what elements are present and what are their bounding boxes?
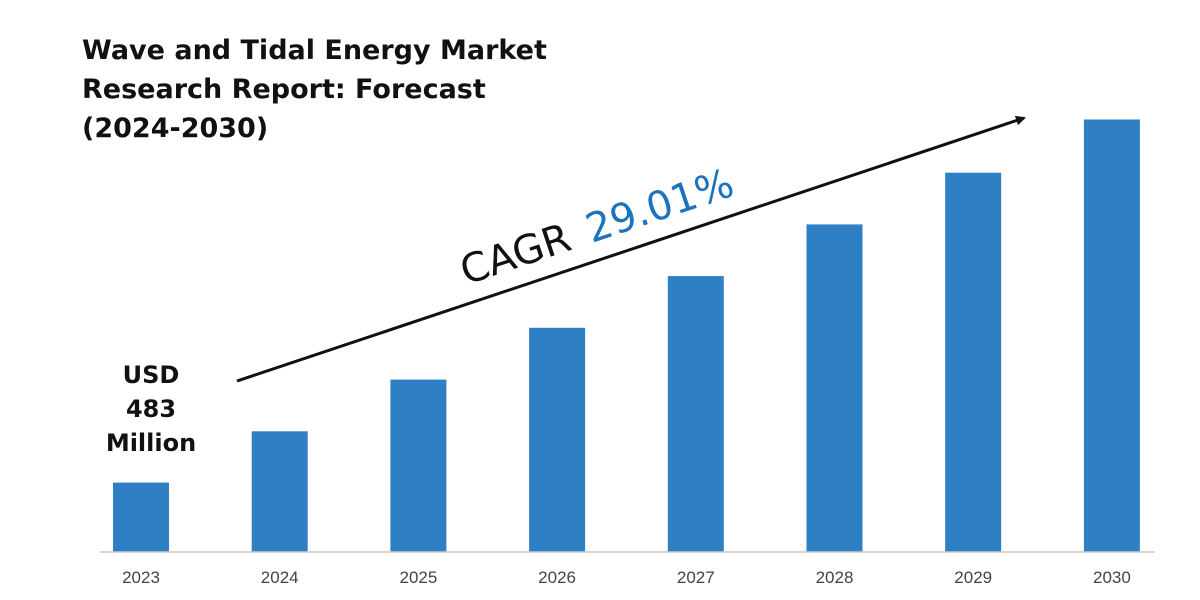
callout-line-currency: USD [123, 361, 180, 389]
x-tick-2028: 2028 [816, 568, 854, 587]
bars-group [113, 119, 1140, 552]
bar-2030 [1083, 119, 1140, 552]
x-tick-2030: 2030 [1093, 568, 1131, 587]
bar-2027 [667, 276, 724, 552]
bar-2023 [113, 482, 169, 552]
chart-title: Wave and Tidal Energy Market Research Re… [82, 35, 547, 144]
x-tick-2023: 2023 [122, 568, 160, 587]
chart-title-line-2: Research Report: Forecast [82, 74, 486, 105]
growth-arrow [236, 115, 1026, 383]
x-tick-2027: 2027 [677, 568, 715, 587]
bar-2025 [390, 379, 447, 552]
chart-title-line-1: Wave and Tidal Energy Market [82, 35, 547, 66]
x-tick-2024: 2024 [261, 568, 299, 587]
first-value-callout: USD 483 Million [106, 361, 196, 457]
bar-2028 [806, 224, 863, 552]
x-tick-2026: 2026 [538, 568, 576, 587]
x-tick-2025: 2025 [399, 568, 437, 587]
callout-line-unit: Million [106, 429, 196, 457]
bar-2024 [251, 431, 308, 552]
bar-2026 [529, 327, 586, 552]
bar-2029 [945, 172, 1002, 552]
cagr-label: CAGR [455, 215, 577, 295]
chart-title-line-3: (2024-2030) [82, 113, 268, 144]
x-tick-2029: 2029 [954, 568, 992, 587]
x-axis-tick-labels: 2023 2024 2025 2026 2027 2028 2029 2030 [122, 568, 1131, 587]
callout-line-amount: 483 [126, 395, 176, 423]
